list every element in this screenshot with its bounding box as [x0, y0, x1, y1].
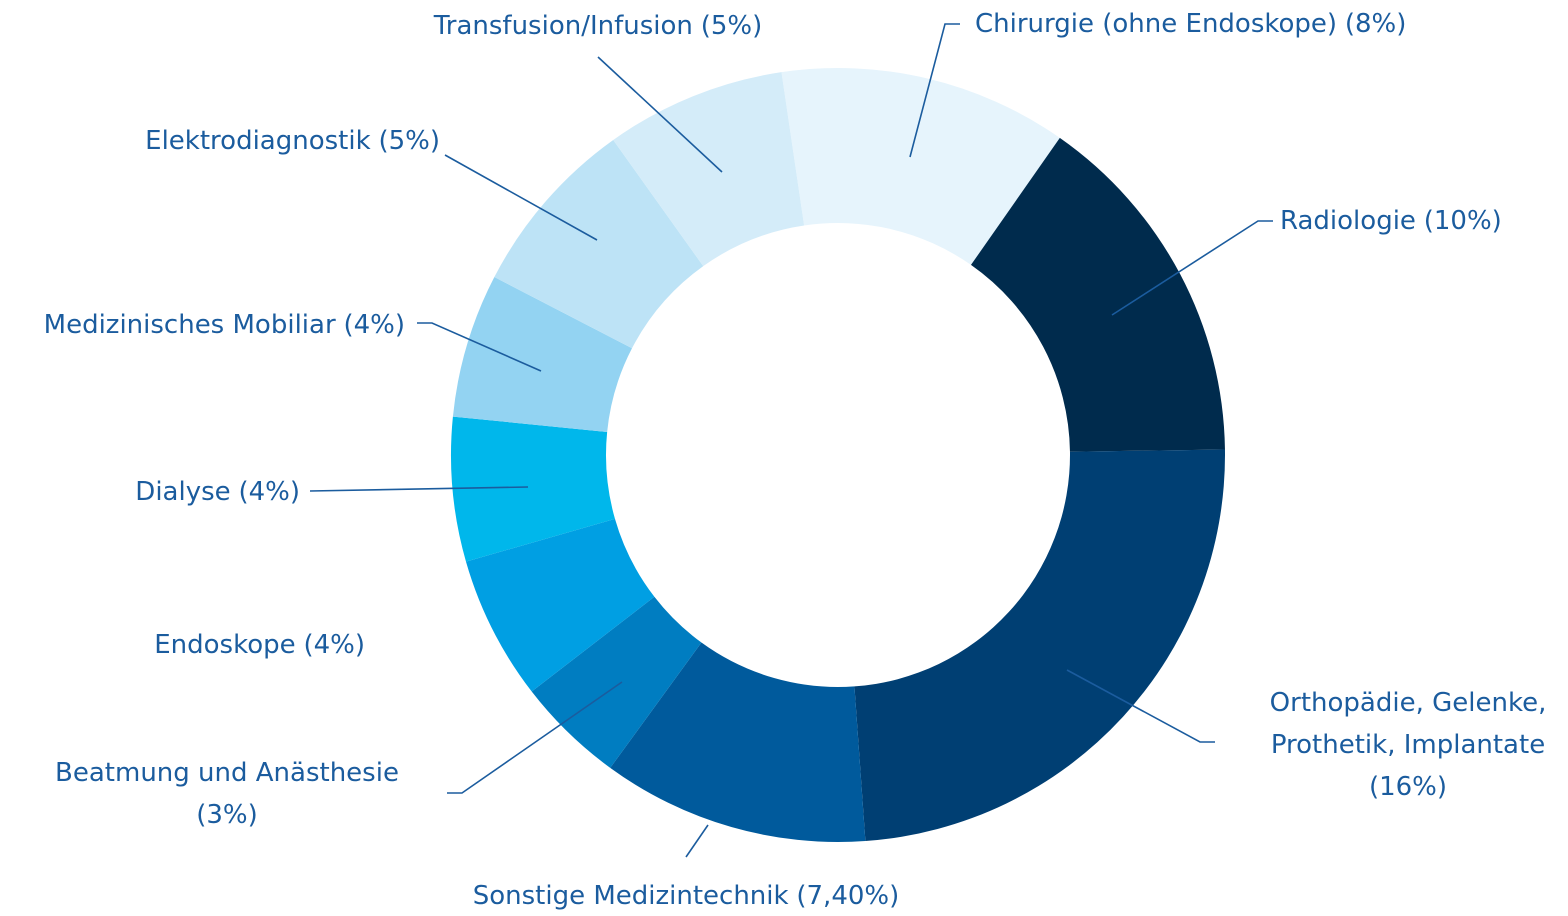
leader-line: [909, 23, 960, 158]
slice-label: Endoskope (4%): [154, 630, 365, 660]
value-label: (3%): [196, 800, 258, 830]
label-line: Transfusion/Infusion: [433, 11, 693, 41]
slice-label: Orthopädie, Gelenke, Prothetik, Implantat…: [1270, 688, 1547, 802]
slice-label: Radiologie (10%): [1280, 206, 1502, 236]
leader-line: [309, 486, 529, 492]
donut-slice: [531, 596, 702, 768]
leader-line: [1111, 220, 1273, 316]
donut-slice: [494, 139, 704, 349]
slice-label: Elektrodiagnostik (5%): [145, 126, 440, 156]
value-label: (5%): [701, 11, 763, 41]
value-label: (4%): [303, 630, 365, 660]
value-label: (16%): [1369, 772, 1447, 802]
value-label: (4%): [343, 310, 405, 340]
slice-label: Beatmung und Anästhesie (3%): [55, 758, 399, 830]
donut-slice: [465, 518, 655, 692]
value-label: (7,40%): [796, 881, 899, 911]
slice-label: Transfusion/Infusion (5%): [433, 11, 763, 41]
value-label: (5%): [378, 126, 440, 156]
label-line: Dialyse: [135, 477, 230, 507]
donut-slice: [854, 449, 1225, 842]
leader-line: [447, 681, 623, 794]
label-line: Prothetik, Implantate: [1271, 730, 1545, 760]
leader-line: [597, 56, 723, 173]
label-line: Medizinisches Mobiliar: [44, 310, 336, 340]
slice-label: Medizinisches Mobiliar (4%): [44, 310, 405, 340]
label-line: Elektrodiagnostik: [145, 126, 371, 156]
donut-slice: [613, 72, 805, 267]
donut-slice: [451, 416, 615, 562]
value-label: (4%): [238, 477, 300, 507]
donut-slice: [970, 137, 1225, 452]
leader-line: [417, 322, 542, 372]
leader-line: [685, 824, 709, 858]
label-line: Endoskope: [154, 630, 295, 660]
label-line: Chirurgie (ohne Endoskope): [975, 9, 1337, 39]
label-line: Beatmung und Anästhesie: [55, 758, 399, 788]
donut-slice: [610, 642, 866, 842]
donut-slice: [781, 68, 1060, 265]
slice-label: Chirurgie (ohne Endoskope) (8%): [975, 9, 1406, 39]
label-line: Sonstige Medizintechnik: [473, 881, 789, 911]
slice-label: Dialyse (4%): [135, 477, 300, 507]
donut-slice: [452, 277, 632, 432]
leader-line: [444, 154, 598, 241]
leader-line: [1066, 669, 1215, 743]
label-line: Radiologie: [1280, 206, 1416, 236]
value-label: (10%): [1424, 206, 1502, 236]
value-label: (8%): [1345, 9, 1407, 39]
label-line: Orthopädie, Gelenke,: [1270, 688, 1547, 718]
slice-label: Sonstige Medizintechnik (7,40%): [473, 881, 900, 911]
